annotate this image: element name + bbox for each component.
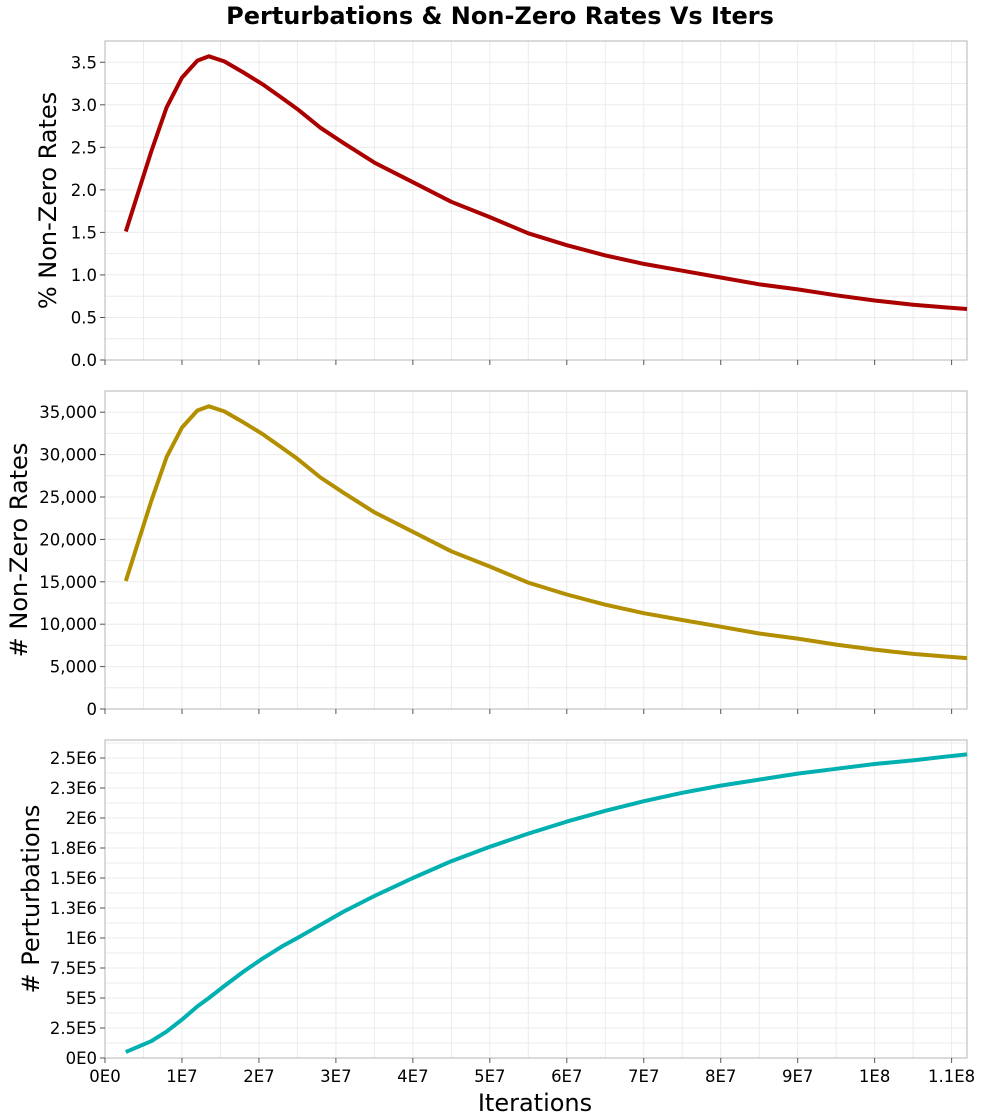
chart-title: Perturbations & Non-Zero Rates Vs Iters: [226, 2, 774, 30]
x-tick-label: 4E7: [397, 1067, 428, 1086]
x-tick-label: 5E7: [474, 1067, 505, 1086]
y-tick-label: 35,000: [39, 403, 97, 422]
x-tick-label: 2E7: [243, 1067, 274, 1086]
y-tick-label: 25,000: [39, 488, 97, 507]
y-tick-label: 20,000: [39, 530, 97, 549]
y-tick-label: 0E0: [66, 1049, 97, 1068]
x-tick-label: 9E7: [782, 1067, 813, 1086]
chart-panel-3: 0E0 2.5E5 5E5 7.5E5 1E6 1.3E6 1.5E6 1.8E6 2E6 2.3…: [17, 739, 975, 1086]
y-tick-label: 30,000: [39, 446, 97, 465]
y-tick-label: 1E6: [66, 929, 97, 948]
y-tick-label: 1.8E6: [50, 839, 97, 858]
y-tick-label: 0: [87, 700, 98, 719]
y-tick-label: 0.0: [71, 351, 97, 370]
y-tick-label: 5,000: [50, 658, 97, 677]
x-tick-label: 0E0: [89, 1067, 120, 1086]
panel-frame: [104, 739, 968, 1059]
x-tick-label: 1.1E8: [928, 1067, 975, 1086]
panel-frame: [104, 40, 968, 361]
panel-frame: [104, 390, 968, 710]
x-axis-label: Iterations: [478, 1089, 592, 1117]
y-tick-label: 2E6: [66, 809, 97, 828]
x-tick-label: 1E7: [166, 1067, 197, 1086]
y-tick-label: 2.3E6: [50, 779, 97, 798]
y-axis-label: % Non-Zero Rates: [34, 92, 62, 309]
y-axis-label: # Non-Zero Rates: [5, 443, 33, 658]
chart-panels: 0.0 0.5 1.0 1.5 2.0 2.5 3.0 3.5 % Non-Zero Rates…: [5, 40, 975, 1086]
x-tick-label: 1E8: [859, 1067, 890, 1086]
y-tick-label: 3.0: [71, 96, 97, 115]
x-tick-label: 7E7: [628, 1067, 659, 1086]
chart-panel-1: 0.0 0.5 1.0 1.5 2.0 2.5 3.0 3.5 % Non-Zero Rates: [34, 40, 968, 370]
chart-panel-2: 0 5,000 10,000 15,000 20,000 25,000 30,000 35,0…: [5, 390, 968, 719]
x-tick-label: 3E7: [320, 1067, 351, 1086]
y-tick-label: 15,000: [39, 573, 97, 592]
plot-area: [105, 41, 967, 360]
series-line: [123, 54, 968, 311]
y-tick-label: 2.5: [71, 138, 97, 157]
y-tick-label: 1.3E6: [50, 899, 97, 918]
x-tick-label: 6E7: [551, 1067, 582, 1086]
y-tick-label: 1.5: [71, 223, 97, 242]
plot-area: [105, 391, 967, 709]
y-tick-label: 7.5E5: [50, 959, 97, 978]
y-tick-label: 1.0: [71, 266, 97, 285]
x-tick-label: 8E7: [705, 1067, 736, 1086]
y-tick-label: 3.5: [71, 53, 97, 72]
y-tick-label: 0.5: [71, 308, 97, 327]
y-tick-label: 5E5: [66, 989, 97, 1008]
plot-area: [105, 740, 967, 1058]
series-line: [125, 752, 968, 1054]
y-tick-label: 2.5E5: [50, 1019, 97, 1038]
series-line: [123, 404, 968, 661]
y-tick-label: 10,000: [39, 615, 97, 634]
y-tick-label: 2.5E6: [50, 749, 97, 768]
y-axis-label: # Perturbations: [17, 805, 45, 994]
y-tick-label: 2.0: [71, 181, 97, 200]
y-tick-label: 1.5E6: [50, 869, 97, 888]
